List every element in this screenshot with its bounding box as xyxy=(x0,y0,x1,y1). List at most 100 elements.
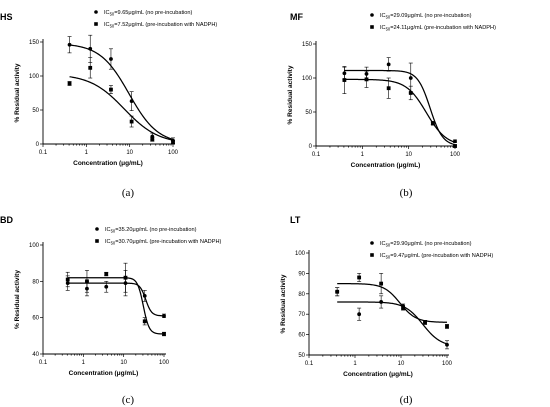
square-marker xyxy=(171,140,175,144)
y-tick-label: 60 xyxy=(298,333,305,339)
circle-marker xyxy=(162,313,166,318)
square-marker xyxy=(109,87,113,92)
y-tick-label: 80 xyxy=(298,292,305,298)
legend-label: IC50=24.11μg/mL (pre-incubation with NAD… xyxy=(380,25,496,32)
x-tick-label: 100 xyxy=(159,360,170,366)
square-marker xyxy=(88,65,93,70)
y-tick-label: 0 xyxy=(36,142,40,148)
square-marker xyxy=(123,275,128,280)
y-tick-label: 40 xyxy=(32,352,39,358)
square-marker xyxy=(386,86,391,91)
circle-marker xyxy=(109,57,113,61)
fit-curve xyxy=(69,44,174,140)
legend-circle-marker xyxy=(370,13,374,17)
y-tick-label: 100 xyxy=(295,251,306,257)
panel-caption: (c) xyxy=(122,394,135,406)
fit-curve xyxy=(67,277,165,335)
x-tick-label: 1 xyxy=(82,360,86,366)
circle-marker xyxy=(379,300,384,304)
legend-label: IC50=29.90μg/mL (no pre-incubation) xyxy=(380,241,472,248)
x-tick-label: 100 xyxy=(442,361,453,367)
fit-curve xyxy=(337,282,448,323)
legend-circle-marker xyxy=(370,241,374,245)
x-tick-label: 10 xyxy=(120,360,127,366)
panel-title: MF xyxy=(290,12,303,22)
square-marker xyxy=(104,272,109,276)
square-marker xyxy=(364,77,369,82)
circle-marker xyxy=(104,284,109,289)
x-axis-title: Concentration (μg/mL) xyxy=(351,162,421,169)
y-tick-label: 80 xyxy=(32,279,39,285)
legend-label: IC50=9.47μg/mL (pre-incubation with NADP… xyxy=(380,253,493,260)
square-marker xyxy=(408,91,413,95)
square-marker xyxy=(379,281,384,286)
square-marker xyxy=(430,121,435,126)
circle-marker xyxy=(142,293,147,298)
y-axis-title: % Residual activity xyxy=(280,274,287,333)
panel-title: LT xyxy=(290,215,301,225)
y-axis-title: % Residual activity xyxy=(14,63,21,122)
chart-panel-mf: MF 0 50 100 150 0.1 1 10 100 Concentration (μg/mL… xyxy=(287,12,496,199)
x-axis-title: Concentration (μg/mL) xyxy=(69,370,139,377)
panel-title: BD xyxy=(0,215,13,225)
circle-marker xyxy=(67,42,72,47)
x-axis-title: Concentration (μg/mL) xyxy=(343,371,413,378)
fit-curve xyxy=(69,76,174,141)
legend-square-marker xyxy=(94,22,98,26)
series-square xyxy=(65,262,166,337)
y-tick-label: 100 xyxy=(29,74,40,80)
square-marker xyxy=(445,324,449,329)
series-circle xyxy=(335,287,449,350)
y-tick-label: 150 xyxy=(29,40,40,46)
y-tick-label: 0 xyxy=(309,144,313,150)
square-marker xyxy=(453,144,457,148)
square-marker xyxy=(142,319,147,324)
x-tick-label: 0.1 xyxy=(39,360,48,366)
fit-curve xyxy=(344,69,456,146)
fit-curve xyxy=(337,301,448,345)
legend-label: IC50=9.65μg/mL (no pre-incubation) xyxy=(104,10,193,17)
square-marker xyxy=(335,289,340,294)
chart-panel-lt: LT 50 60 70 80 90 100 0.1 1 10 100 Concentration (μ… xyxy=(280,215,493,406)
legend-circle-marker xyxy=(95,227,99,231)
x-tick-label: 0.1 xyxy=(312,152,321,158)
y-tick-label: 60 xyxy=(32,316,39,322)
circle-marker xyxy=(88,46,93,51)
y-tick-label: 50 xyxy=(32,108,39,114)
fit-curve xyxy=(67,282,165,317)
series-square xyxy=(335,273,449,329)
legend-square-marker xyxy=(370,253,374,257)
x-tick-label: 0.1 xyxy=(39,150,48,156)
panel-caption: (d) xyxy=(400,394,413,406)
panel-title: HS xyxy=(0,12,13,22)
y-axis-title: % Residual activity xyxy=(287,65,294,124)
square-marker xyxy=(150,137,155,142)
chart-panel-bd: BD 40 60 80 100 0.1 1 10 100 Concentration (μg/mL… xyxy=(0,215,221,406)
panel-caption: (b) xyxy=(400,187,413,199)
x-tick-label: 1 xyxy=(361,152,365,158)
circle-marker xyxy=(386,62,391,67)
x-tick-label: 10 xyxy=(398,361,405,367)
square-marker xyxy=(423,320,427,325)
x-tick-label: 1 xyxy=(85,150,89,156)
y-tick-label: 150 xyxy=(302,42,313,48)
x-tick-label: 10 xyxy=(126,150,133,156)
square-marker xyxy=(401,306,405,310)
y-tick-label: 90 xyxy=(298,271,305,277)
legend-label: IC50=30.70μg/mL (pre-incubation with NAD… xyxy=(105,239,221,246)
square-marker xyxy=(65,277,70,282)
series-circle xyxy=(67,34,175,144)
x-tick-label: 0.1 xyxy=(305,361,314,367)
chart-panel-hs: HS 0 50 100 150 0.1 1 10 100 Concentration (μg/mL… xyxy=(0,10,217,199)
panel-caption: (a) xyxy=(122,187,135,199)
legend-label: IC50=7.52μg/mL (pre-incubation with NADP… xyxy=(104,22,217,29)
y-tick-label: 50 xyxy=(305,110,312,116)
x-tick-label: 10 xyxy=(405,152,412,158)
legend-label: IC50=35.20μg/mL (no pre-incubation) xyxy=(105,227,197,234)
y-tick-label: 100 xyxy=(302,76,313,82)
series-square xyxy=(67,57,175,144)
square-marker xyxy=(357,275,362,280)
x-tick-label: 100 xyxy=(450,152,461,158)
legend-label: IC50=29.09μg/mL (no pre-incubation) xyxy=(380,13,472,20)
